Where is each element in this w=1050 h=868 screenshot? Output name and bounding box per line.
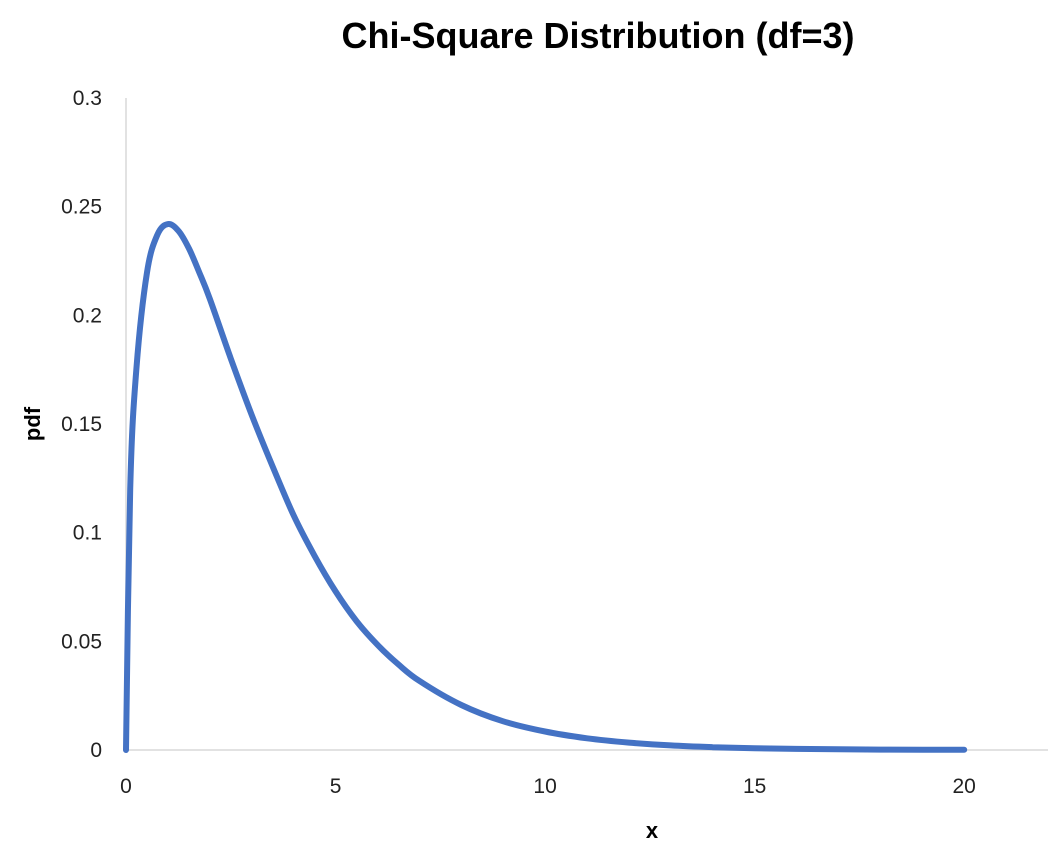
y-tick-label: 0.25	[61, 196, 102, 219]
x-axis-label: x	[646, 818, 659, 843]
y-tick-label: 0.1	[73, 522, 102, 545]
y-tick-label: 0.05	[61, 630, 102, 653]
x-tick-label: 20	[953, 775, 976, 798]
x-tick-label: 10	[533, 775, 556, 798]
y-tick-label: 0.15	[61, 413, 102, 436]
y-tick-label: 0.2	[73, 304, 102, 327]
chart-title: Chi-Square Distribution (df=3)	[342, 15, 855, 56]
y-tick-label: 0	[90, 739, 102, 762]
x-tick-label: 0	[120, 775, 132, 798]
x-tick-label: 15	[743, 775, 766, 798]
x-tick-labels: 0 5 10 15 20	[120, 775, 976, 798]
y-tick-label: 0.3	[73, 87, 102, 110]
pdf-curve	[123, 221, 968, 753]
series-layer	[123, 221, 968, 753]
y-axis-label: pdf	[20, 406, 45, 441]
x-tick-label: 5	[330, 775, 342, 798]
y-tick-labels: 0 0.05 0.1 0.15 0.2 0.25 0.3	[61, 87, 102, 762]
